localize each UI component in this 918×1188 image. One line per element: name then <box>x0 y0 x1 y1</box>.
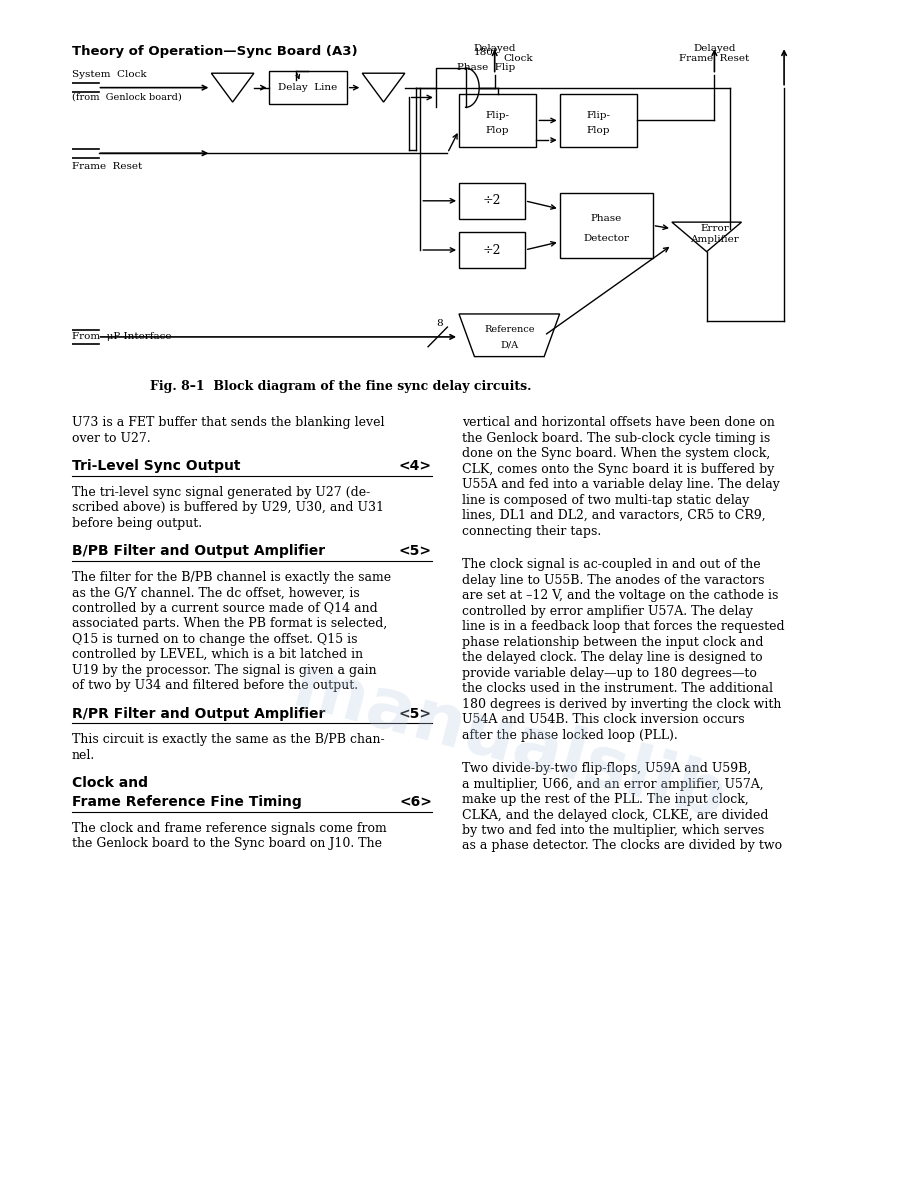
Text: Delay  Line: Delay Line <box>278 83 338 93</box>
Text: 180 degrees is derived by inverting the clock with: 180 degrees is derived by inverting the … <box>462 697 781 710</box>
Bar <box>560 192 653 258</box>
Text: Clock: Clock <box>503 53 532 63</box>
Text: 180°: 180° <box>474 48 498 57</box>
Text: as a phase detector. The clocks are divided by two: as a phase detector. The clocks are divi… <box>462 840 782 853</box>
Text: the delayed clock. The delay line is designed to: the delayed clock. The delay line is des… <box>462 651 763 664</box>
Text: controlled by LEVEL, which is a bit latched in: controlled by LEVEL, which is a bit latc… <box>72 649 364 662</box>
Bar <box>459 94 536 146</box>
Text: ÷2: ÷2 <box>483 195 501 207</box>
Text: Amplifier: Amplifier <box>690 235 739 245</box>
Text: lines, DL1 and DL2, and varactors, CR5 to CR9,: lines, DL1 and DL2, and varactors, CR5 t… <box>462 508 766 522</box>
Text: line is in a feedback loop that forces the requested: line is in a feedback loop that forces t… <box>462 620 785 633</box>
Text: associated parts. When the PB format is selected,: associated parts. When the PB format is … <box>72 618 387 631</box>
Text: Q15 is turned on to change the offset. Q15 is: Q15 is turned on to change the offset. Q… <box>72 633 357 646</box>
Text: controlled by a current source made of Q14 and: controlled by a current source made of Q… <box>72 602 377 615</box>
Text: Clock and: Clock and <box>72 777 148 790</box>
Text: manualslib: manualslib <box>285 653 733 835</box>
Text: scribed above) is buffered by U29, U30, and U31: scribed above) is buffered by U29, U30, … <box>72 501 384 514</box>
Text: The filter for the B/PB channel is exactly the same: The filter for the B/PB channel is exact… <box>72 570 391 583</box>
Text: B/PB Filter and Output Amplifier: B/PB Filter and Output Amplifier <box>72 544 325 558</box>
Text: Fig. 8–1  Block diagram of the fine sync delay circuits.: Fig. 8–1 Block diagram of the fine sync … <box>150 380 532 393</box>
Text: Flip-: Flip- <box>486 110 509 120</box>
Text: Frame  Reset: Frame Reset <box>679 55 749 63</box>
Text: CLKA, and the delayed clock, CLKE, are divided: CLKA, and the delayed clock, CLKE, are d… <box>462 809 768 821</box>
Text: Phase  Flip: Phase Flip <box>457 63 515 72</box>
Text: Phase: Phase <box>590 214 621 223</box>
Text: Tri-Level Sync Output: Tri-Level Sync Output <box>72 459 241 473</box>
Text: as the G/Y channel. The dc offset, however, is: as the G/Y channel. The dc offset, howev… <box>72 587 360 599</box>
Text: Detector: Detector <box>583 234 629 244</box>
Text: R/PR Filter and Output Amplifier: R/PR Filter and Output Amplifier <box>72 707 325 721</box>
Text: Flop: Flop <box>486 126 509 135</box>
Bar <box>459 232 525 268</box>
Text: Delayed: Delayed <box>693 44 735 53</box>
Text: The clock signal is ac-coupled in and out of the: The clock signal is ac-coupled in and ou… <box>462 558 761 571</box>
Text: This circuit is exactly the same as the B/PB chan-: This circuit is exactly the same as the … <box>72 733 385 746</box>
Text: Frame Reference Fine Timing: Frame Reference Fine Timing <box>72 795 302 809</box>
Text: The clock and frame reference signals come from: The clock and frame reference signals co… <box>72 822 386 835</box>
Text: after the phase locked loop (PLL).: after the phase locked loop (PLL). <box>462 728 677 741</box>
Text: Two divide-by-two flip-flops, U59A and U59B,: Two divide-by-two flip-flops, U59A and U… <box>462 762 751 775</box>
Text: <5>: <5> <box>399 544 432 558</box>
Text: the Genlock board. The sub-clock cycle timing is: the Genlock board. The sub-clock cycle t… <box>462 431 770 444</box>
Bar <box>269 71 347 105</box>
Text: Frame  Reset: Frame Reset <box>72 162 142 171</box>
Bar <box>560 94 637 146</box>
Text: From  μP Interface: From μP Interface <box>72 333 172 341</box>
Text: phase relationship between the input clock and: phase relationship between the input clo… <box>462 636 764 649</box>
Text: The tri-level sync signal generated by U27 (de-: The tri-level sync signal generated by U… <box>72 486 370 499</box>
Text: the Genlock board to the Sync board on J10. The: the Genlock board to the Sync board on J… <box>72 838 382 851</box>
Text: line is composed of two multi-tap static delay: line is composed of two multi-tap static… <box>462 493 749 506</box>
Text: Flip-: Flip- <box>587 110 610 120</box>
Text: U55A and fed into a variable delay line. The delay: U55A and fed into a variable delay line.… <box>462 478 780 491</box>
Text: before being output.: before being output. <box>72 517 202 530</box>
Text: U73 is a FET buffer that sends the blanking level: U73 is a FET buffer that sends the blank… <box>72 416 385 429</box>
Text: done on the Sync board. When the system clock,: done on the Sync board. When the system … <box>462 447 770 460</box>
Text: System  Clock: System Clock <box>72 70 147 80</box>
Text: Reference: Reference <box>484 324 534 334</box>
Bar <box>459 183 525 219</box>
Text: of two by U34 and filtered before the output.: of two by U34 and filtered before the ou… <box>72 680 358 693</box>
Text: <6>: <6> <box>399 795 432 809</box>
Text: a multiplier, U66, and an error amplifier, U57A,: a multiplier, U66, and an error amplifie… <box>462 777 764 790</box>
Text: Delayed: Delayed <box>474 44 516 53</box>
Text: delay line to U55B. The anodes of the varactors: delay line to U55B. The anodes of the va… <box>462 574 765 587</box>
Text: provide variable delay—up to 180 degrees—to: provide variable delay—up to 180 degrees… <box>462 666 756 680</box>
Text: connecting their taps.: connecting their taps. <box>462 524 601 537</box>
Text: are set at –12 V, and the voltage on the cathode is: are set at –12 V, and the voltage on the… <box>462 589 778 602</box>
Text: vertical and horizontal offsets have been done on: vertical and horizontal offsets have bee… <box>462 416 775 429</box>
Text: 8: 8 <box>436 318 443 328</box>
Text: nel.: nel. <box>72 748 95 762</box>
Text: CLK, comes onto the Sync board it is buffered by: CLK, comes onto the Sync board it is buf… <box>462 462 775 475</box>
Text: make up the rest of the PLL. The input clock,: make up the rest of the PLL. The input c… <box>462 794 749 805</box>
Text: <4>: <4> <box>399 459 432 473</box>
Text: <5>: <5> <box>399 707 432 721</box>
Text: U54A and U54B. This clock inversion occurs: U54A and U54B. This clock inversion occu… <box>462 713 744 726</box>
Text: Error: Error <box>700 225 729 233</box>
Text: (from  Genlock board): (from Genlock board) <box>72 93 182 102</box>
Text: D/A: D/A <box>500 340 519 349</box>
Text: the clocks used in the instrument. The additional: the clocks used in the instrument. The a… <box>462 682 773 695</box>
Text: Flop: Flop <box>587 126 610 135</box>
Text: by two and fed into the multiplier, which serves: by two and fed into the multiplier, whic… <box>462 824 765 838</box>
Text: controlled by error amplifier U57A. The delay: controlled by error amplifier U57A. The … <box>462 605 753 618</box>
Text: Theory of Operation—Sync Board (A3): Theory of Operation—Sync Board (A3) <box>72 45 358 58</box>
Text: over to U27.: over to U27. <box>72 431 151 444</box>
Text: ÷2: ÷2 <box>483 244 501 257</box>
Text: U19 by the processor. The signal is given a gain: U19 by the processor. The signal is give… <box>72 664 376 677</box>
